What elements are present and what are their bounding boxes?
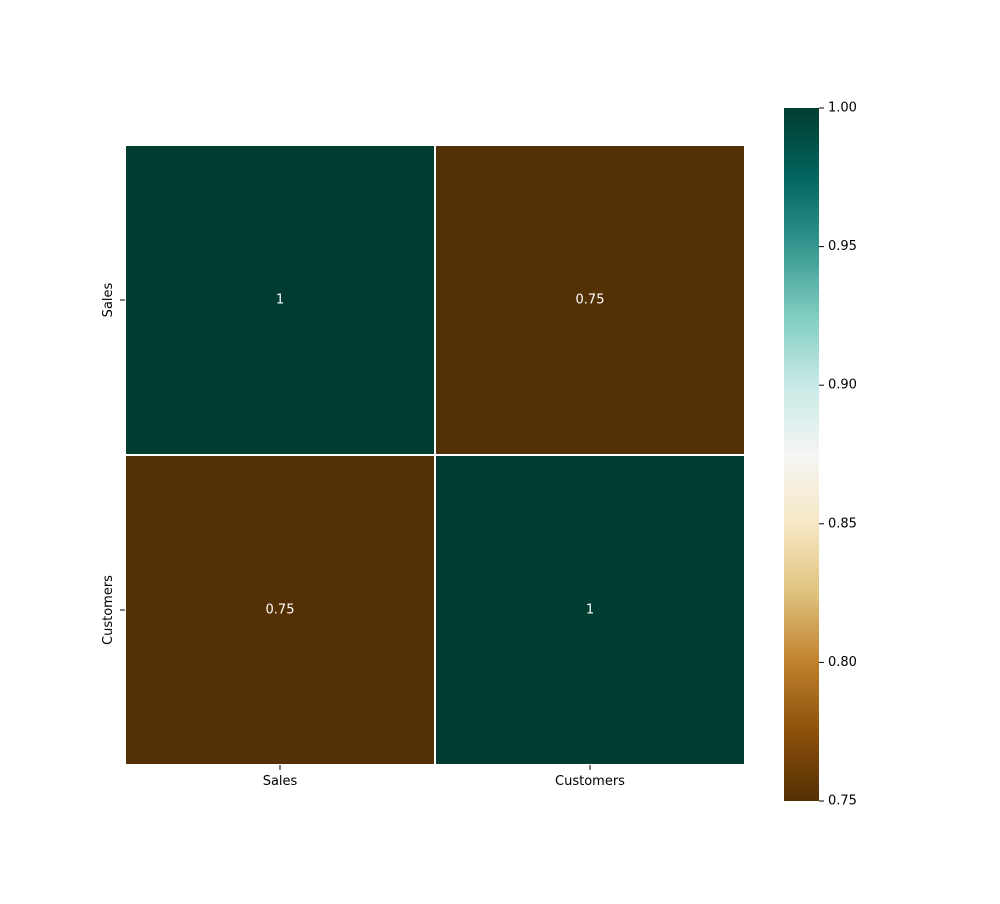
heatmap-cell-1-0	[124, 454, 436, 766]
y-axis: Sales Customers	[101, 282, 125, 645]
colorbar-tick-label-3: 0.90	[828, 378, 857, 393]
heatmap-cell-1-1	[434, 454, 746, 766]
y-tick-label-0: Sales	[101, 282, 116, 317]
cell-annotation-1-0: 0.75	[266, 603, 295, 618]
colorbar-tick-label-0: 0.75	[828, 794, 857, 809]
heatmap-annotations: 1 0.75 0.75 1	[266, 293, 605, 618]
colorbar-tick-label-2: 0.85	[828, 516, 857, 531]
x-tick-label-0: Sales	[263, 774, 298, 789]
cell-annotation-0-0: 1	[276, 293, 284, 308]
cell-annotation-0-1: 0.75	[576, 293, 605, 308]
cell-annotation-1-1: 1	[586, 603, 594, 618]
x-axis: Sales Customers	[263, 765, 625, 789]
colorbar: 0.75 0.80 0.85 0.90 0.95 1.00	[784, 101, 857, 809]
heatmap-cells	[124, 144, 746, 766]
colorbar-gradient	[784, 108, 819, 801]
y-tick-label-1: Customers	[101, 575, 116, 645]
heatmap-cell-0-0	[124, 144, 436, 456]
colorbar-tick-label-4: 0.95	[828, 239, 857, 254]
colorbar-tick-label-1: 0.80	[828, 655, 857, 670]
x-tick-label-1: Customers	[555, 774, 625, 789]
heatmap-cell-0-1	[434, 144, 746, 456]
colorbar-tick-label-5: 1.00	[828, 101, 857, 116]
